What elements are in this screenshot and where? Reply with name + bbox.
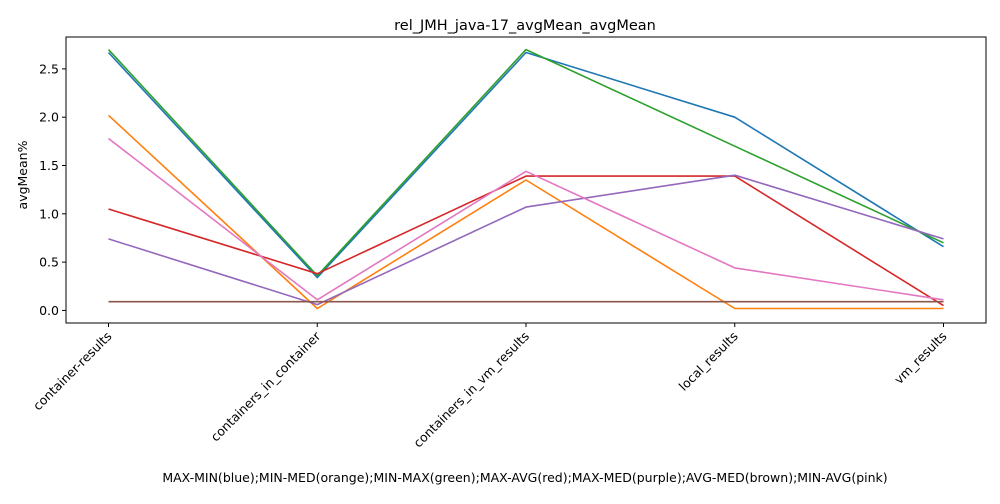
series-line-min-med [107, 114, 944, 310]
x-tick-label: containers_in_vm_results [410, 329, 532, 451]
series-line-max-med [108, 174, 944, 306]
y-axis-label: avgMean% [15, 140, 30, 209]
series-line-min-avg [108, 137, 944, 301]
y-tick-label: 1.0 [39, 206, 59, 221]
chart-title: rel_JMH_java-17_avgMean_avgMean [394, 18, 656, 34]
y-tick-label: 0.5 [39, 255, 59, 270]
series-line-max-avg [108, 175, 944, 307]
ticks-layer: 0.0 0.5 1.0 1.5 2.0 2.5 container-results conta… [30, 61, 950, 450]
y-tick-label: 1.5 [39, 158, 59, 173]
series-line-max-min [107, 51, 944, 279]
series-line-min-max [107, 48, 944, 277]
series-layer [107, 48, 944, 310]
y-tick-label: 2.0 [39, 110, 59, 125]
y-tick-label: 0.0 [39, 303, 59, 318]
x-axis-label: MAX-MIN(blue);MIN-MED(orange);MIN-MAX(gr… [162, 470, 887, 485]
x-tick-label: container-results [30, 329, 115, 414]
y-tick-label: 2.5 [39, 61, 59, 76]
x-tick-label: vm_results [891, 329, 949, 387]
x-tick-label: local_results [676, 329, 741, 394]
plot-frame [65, 36, 987, 324]
x-tick-label: containers_in_container [207, 328, 323, 444]
